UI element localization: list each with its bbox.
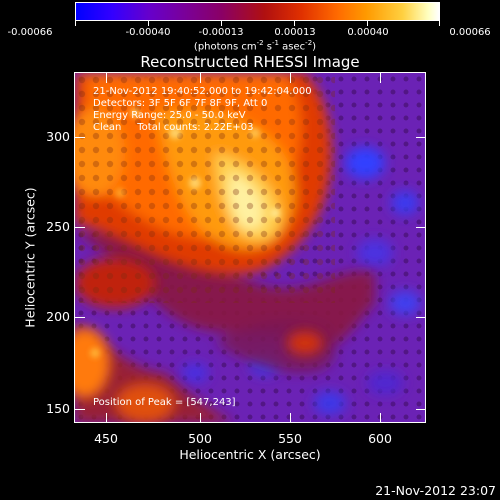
- x-tick-label: 450: [94, 431, 118, 446]
- units-text: s: [263, 41, 273, 53]
- y-tick-label: 250: [46, 219, 70, 234]
- x-tick-top: [380, 73, 381, 83]
- colorbar-label: -0.00040: [125, 27, 171, 38]
- x-tick-top: [290, 73, 291, 83]
- units-exponent: -2: [256, 39, 264, 47]
- colorbar-label: -0.00013: [198, 27, 244, 38]
- y-tick: [75, 409, 85, 410]
- colorbar-tick: [148, 21, 149, 26]
- colorbar-tick: [367, 21, 368, 26]
- x-tick: [380, 413, 381, 423]
- y-tick-right: [416, 137, 426, 138]
- colorbar-label: 0.00066: [449, 27, 491, 38]
- colorbar-tick: [221, 21, 222, 26]
- colorbar-tick: [294, 21, 295, 26]
- plot-frame: [74, 72, 426, 423]
- units-text: asec: [279, 41, 306, 53]
- y-tick-right: [416, 227, 426, 228]
- x-tick-top: [200, 73, 201, 83]
- y-axis-title: Heliocentric Y (arcsec): [22, 187, 38, 328]
- colorbar-label: 0.00040: [347, 27, 389, 38]
- x-tick: [106, 413, 107, 423]
- colorbar-tick: [439, 21, 440, 26]
- y-tick-label: 150: [46, 401, 70, 416]
- detectors-info: Detectors: 3F 5F 6F 7F 8F 9F, Att 0: [93, 98, 268, 109]
- y-tick-right: [416, 317, 426, 318]
- units-exponent: -1: [272, 39, 279, 47]
- plot-title: Reconstructed RHESSI Image: [140, 53, 360, 71]
- footer-timestamp: 21-Nov-2012 23:07: [375, 483, 496, 498]
- rhessi-image: [75, 73, 426, 423]
- colorbar-label: 0.00013: [274, 27, 316, 38]
- y-tick-label: 300: [46, 129, 70, 144]
- colorbar-units: (photons cm-2 s-1 asec-2): [180, 39, 330, 52]
- peak-position: Position of Peak = [547,243]: [93, 397, 236, 408]
- units-text: (photons cm: [193, 41, 257, 53]
- y-tick: [75, 227, 85, 228]
- units-exponent: -2: [305, 39, 313, 47]
- y-tick-right: [416, 409, 426, 410]
- x-tick-label: 500: [188, 431, 212, 446]
- observation-time: 21-Nov-2012 19:40:52.000 to 19:42:04.000: [93, 86, 312, 97]
- y-tick: [75, 317, 85, 318]
- x-axis-title: Heliocentric X (arcsec): [179, 447, 321, 462]
- y-tick: [75, 137, 85, 138]
- x-tick-label: 550: [278, 431, 302, 446]
- energy-range: Energy Range: 25.0 - 50.0 keV: [93, 110, 246, 121]
- y-tick-label: 200: [46, 309, 70, 324]
- heatmap-svg: [75, 73, 426, 423]
- clean-counts: Clean Total counts: 2.22E+03: [93, 122, 254, 133]
- colorbar: [75, 2, 440, 21]
- colorbar-label: -0.00066: [7, 27, 53, 38]
- units-text: ): [312, 41, 317, 53]
- colorbar-tick: [75, 21, 76, 26]
- x-tick: [290, 413, 291, 423]
- x-tick-top: [106, 73, 107, 83]
- x-tick: [200, 413, 201, 423]
- x-tick-label: 600: [368, 431, 392, 446]
